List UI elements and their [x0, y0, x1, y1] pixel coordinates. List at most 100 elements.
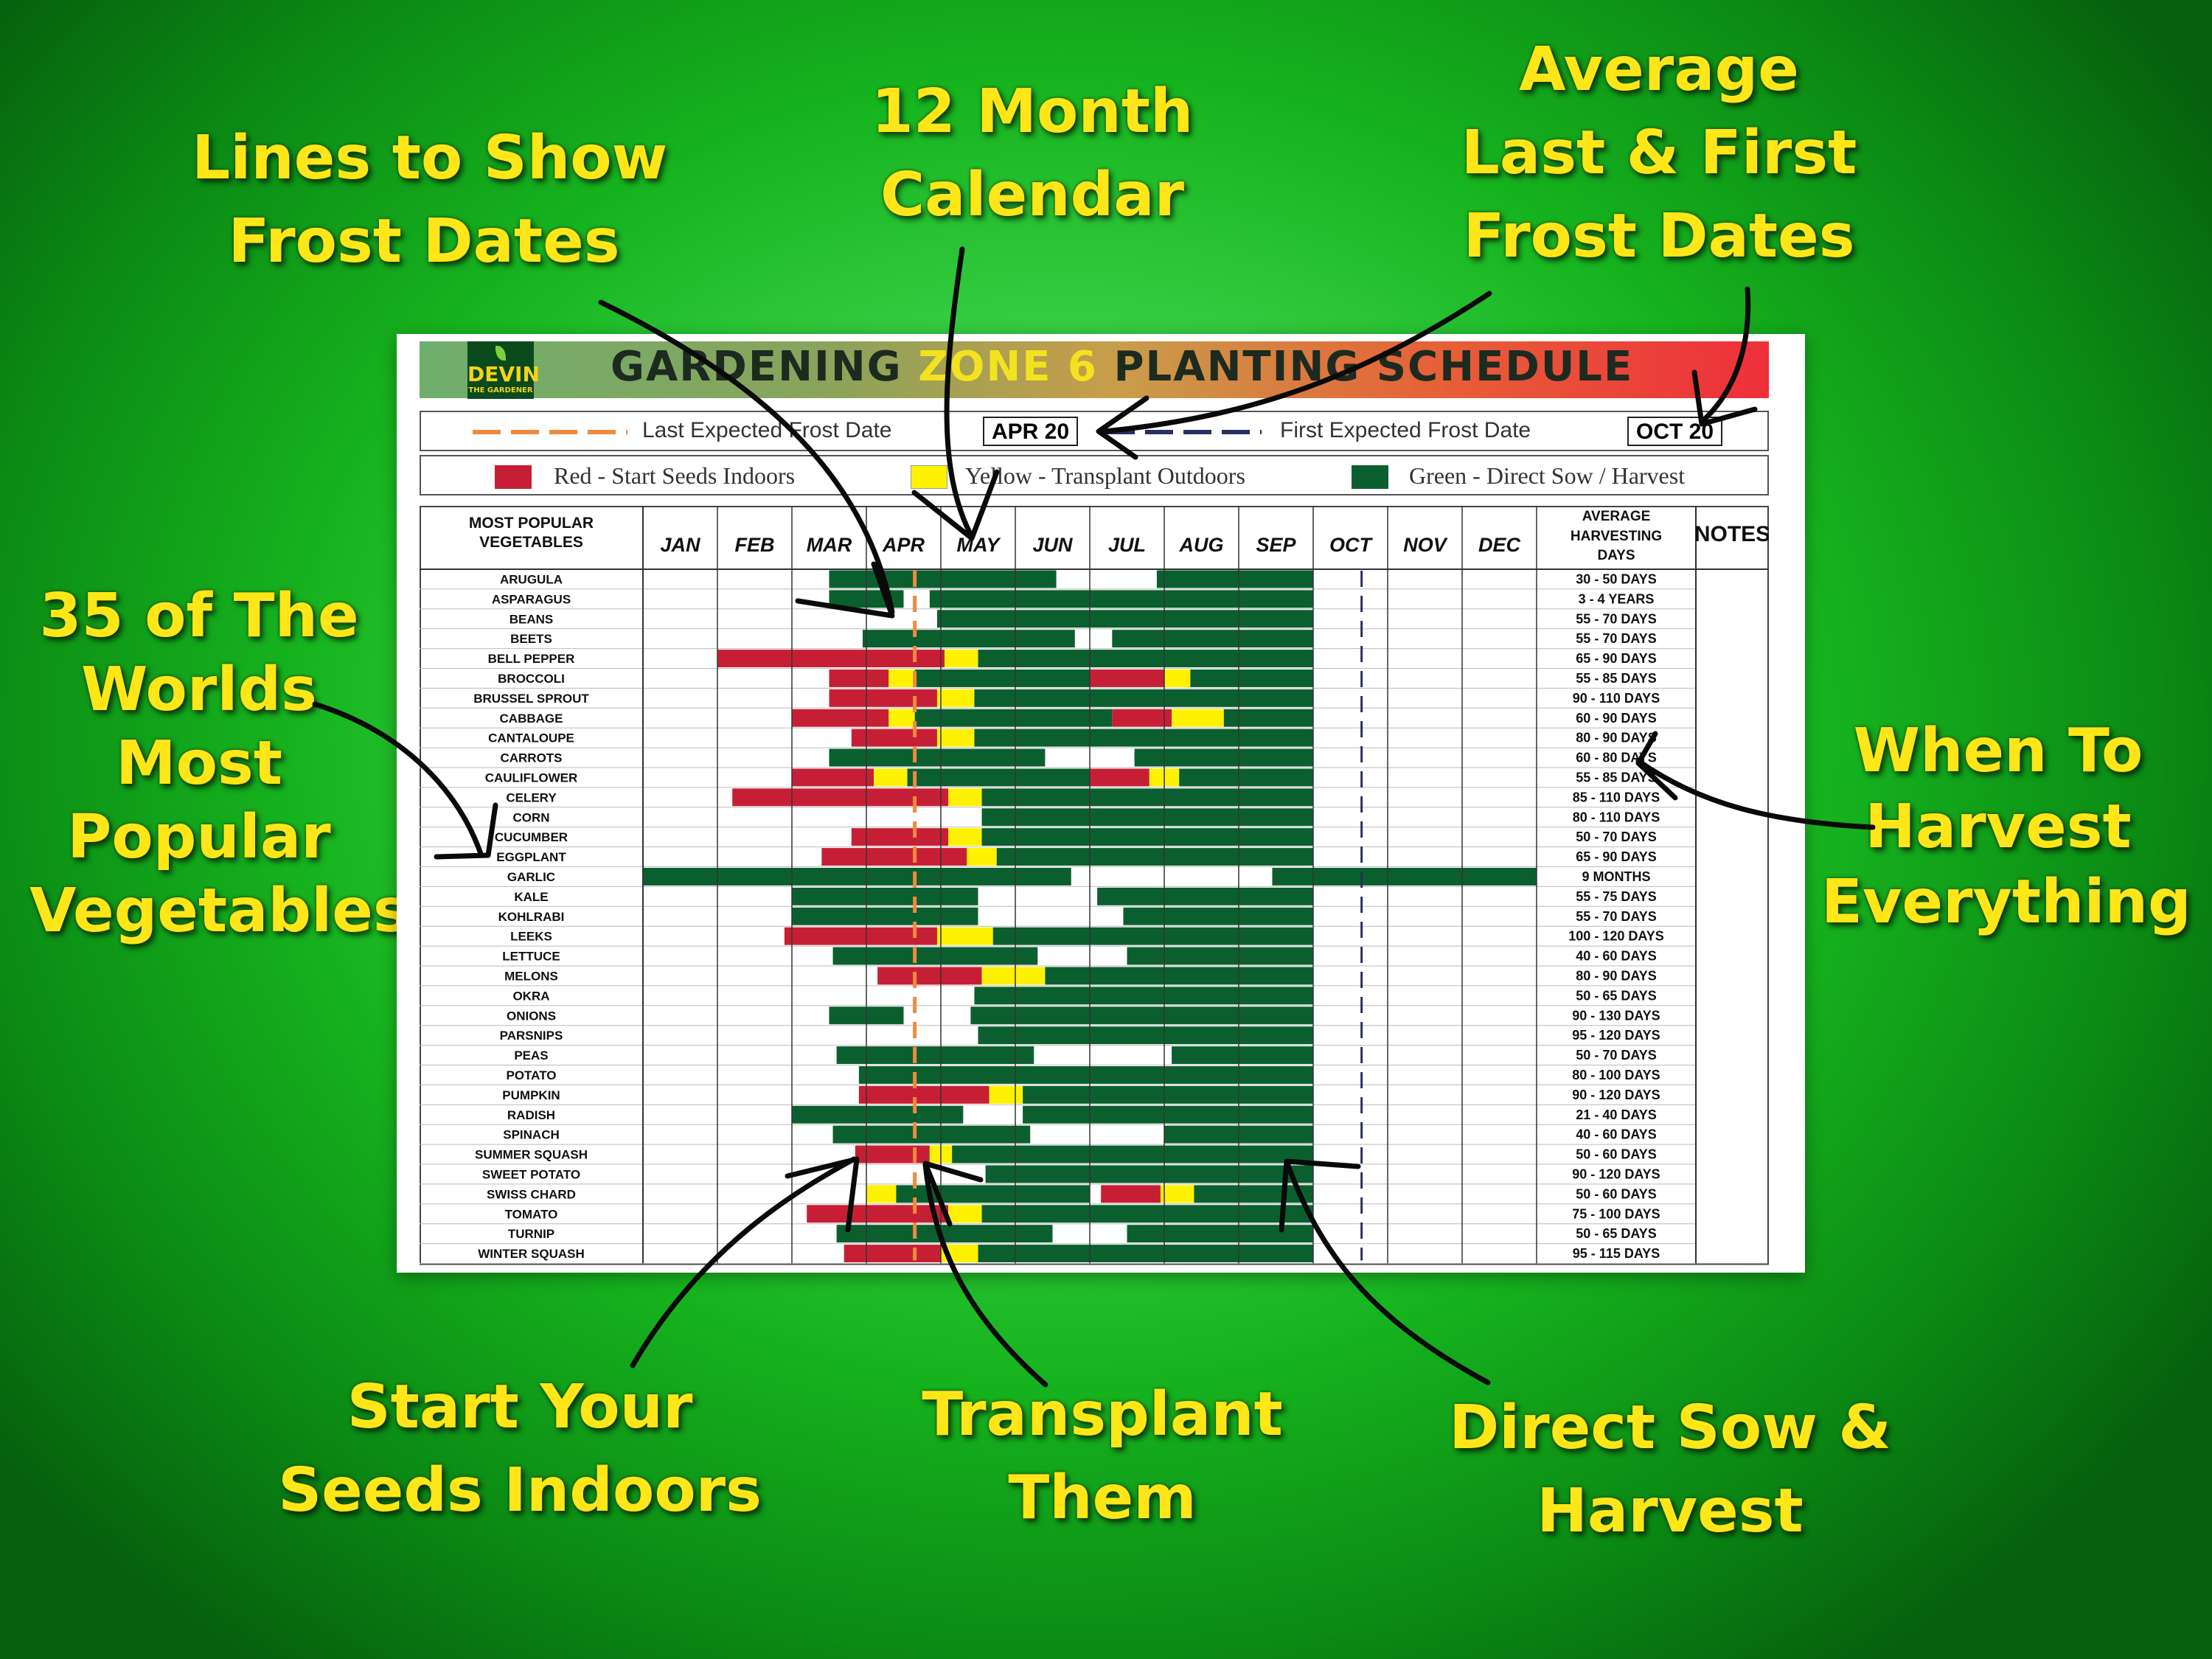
vegetable-label: KOHLRABI: [498, 910, 565, 924]
schedule-bar: [936, 927, 993, 945]
month-header-aug: AUG: [1179, 534, 1224, 556]
legend-green-label: Green - Direct Sow / Harvest: [1409, 462, 1686, 489]
schedule-bar: [643, 868, 1071, 886]
logo-sub-text: THE GARDENER: [468, 386, 533, 394]
callout-line: Transplant: [922, 1380, 1283, 1450]
schedule-bar: [792, 887, 978, 905]
veg-header: MOST POPULAR: [469, 515, 594, 532]
vegetable-label: ARUGULA: [500, 572, 563, 586]
schedule-bar: [936, 610, 1313, 628]
schedule-bar: [1272, 868, 1537, 886]
schedule-bar: [945, 650, 978, 667]
legend-yellow-swatch: [911, 465, 947, 489]
schedule-bar: [851, 728, 937, 747]
schedule-bar: [832, 947, 1038, 965]
schedule-bar: [862, 630, 1075, 648]
vegetable-label: ONIONS: [507, 1009, 556, 1023]
callout-calendar: 12 Month Calendar: [848, 70, 1217, 237]
vegetable-label: CAULIFLOWER: [485, 771, 578, 785]
callout-line: Vegetables: [29, 876, 409, 947]
vegetable-label: BEETS: [510, 632, 552, 646]
month-header-jun: JUN: [1032, 534, 1073, 556]
schedule-bar: [1127, 947, 1313, 965]
harvest-days-value: 95 - 115 DAYS: [1573, 1246, 1660, 1261]
vegetable-label: CANTALOUPE: [488, 731, 574, 745]
harvest-days-value: 55 - 70 DAYS: [1576, 909, 1656, 924]
harvest-days-value: 55 - 85 DAYS: [1576, 770, 1656, 785]
harvest-days-value: 75 - 100 DAYS: [1572, 1206, 1660, 1221]
callout-line: Calendar: [880, 160, 1185, 231]
month-header-apr: APR: [882, 534, 925, 556]
harvest-days-value: 90 - 120 DAYS: [1572, 1088, 1660, 1102]
schedule-bar: [829, 689, 937, 707]
harvest-days-value: 85 - 110 DAYS: [1573, 790, 1660, 804]
schedule-bar: [974, 689, 1313, 707]
schedule-bar: [948, 828, 982, 846]
vegetable-label: WINTER SQUASH: [478, 1247, 585, 1261]
legend-red-label: Red - Start Seeds Indoors: [554, 462, 796, 489]
schedule-bar: [1023, 1085, 1313, 1104]
schedule-bar: [981, 788, 1313, 807]
callout-line: Most: [116, 728, 282, 799]
callout-line: Frost Dates: [1463, 201, 1855, 272]
harvest-days-value: 50 - 65 DAYS: [1576, 1226, 1656, 1241]
schedule-bar: [792, 709, 889, 727]
harvest-days-value: 3 - 4 YEARS: [1579, 591, 1655, 606]
schedule-bar: [914, 669, 1090, 687]
last-frost-date: APR 20: [983, 417, 1079, 446]
vegetable-label: SWISS CHARD: [487, 1187, 576, 1201]
vegetable-label: ASPARAGUS: [492, 592, 571, 606]
legend-red-swatch: [495, 465, 532, 489]
title-zone: ZONE 6: [918, 343, 1098, 391]
harvest-days-value: 40 - 60 DAYS: [1576, 949, 1656, 964]
schedule-bar: [1127, 1225, 1313, 1243]
schedule-bar: [1190, 669, 1313, 687]
schedule-bar: [941, 1245, 978, 1262]
callout-line: Lines to Show: [192, 123, 668, 193]
notes-header: NOTES: [1694, 522, 1769, 546]
planting-calendar-grid: MOST POPULAR VEGETABLES JAN FEB MAR APR MAY JUN…: [420, 506, 1769, 1265]
schedule-bar: [832, 1125, 1031, 1144]
vegetable-label: LETTUCE: [502, 950, 560, 964]
callout-line: Frost Dates: [228, 206, 620, 277]
schedule-bar: [829, 570, 1057, 588]
schedule-bar: [1090, 768, 1150, 787]
vegetable-label: GARLIC: [507, 870, 555, 884]
vegetable-label: BROCCOLI: [498, 672, 565, 686]
callout-line: Average: [1519, 35, 1799, 105]
last-frost-dash-sample: [473, 430, 627, 434]
callout-line: Harvest: [1537, 1476, 1804, 1547]
callout-line: Popular: [67, 802, 331, 873]
schedule-bar: [1160, 1185, 1194, 1203]
schedule-bar: [978, 1026, 1313, 1045]
schedule-bar: [996, 848, 1313, 866]
harvest-days-value: 60 - 80 DAYS: [1576, 751, 1656, 765]
schedule-bar: [1097, 887, 1313, 905]
schedule-bar: [844, 1245, 941, 1262]
schedule-bar: [888, 669, 915, 687]
harvest-days-value: 50 - 70 DAYS: [1576, 830, 1656, 844]
harvest-days-value: 55 - 70 DAYS: [1576, 631, 1656, 646]
schedule-bar: [1223, 709, 1313, 727]
callout-line: Last & First: [1461, 118, 1857, 189]
schedule-bar: [792, 768, 874, 787]
schedule-bar: [967, 848, 997, 866]
schedule-bar: [888, 709, 915, 727]
leaf-icon: [495, 346, 506, 361]
callout-avg-frost: Average Last & First Frost Dates: [1438, 28, 1880, 278]
schedule-bar: [1172, 709, 1224, 727]
harvest-days-value: 40 - 60 DAYS: [1576, 1127, 1656, 1142]
vegetable-label: SPINACH: [503, 1128, 560, 1142]
harvest-days-value: 55 - 75 DAYS: [1576, 889, 1656, 904]
schedule-bar: [1112, 709, 1172, 727]
schedule-bar: [874, 768, 908, 787]
vegetable-label: MELONS: [504, 969, 558, 983]
harvest-days-value: 50 - 65 DAYS: [1576, 988, 1656, 1003]
callout-frost-lines: Lines to Show Frost Dates: [192, 116, 668, 283]
schedule-bar: [1123, 907, 1313, 925]
month-header-dec: DEC: [1478, 534, 1521, 556]
vegetable-label: PUMPKIN: [502, 1088, 560, 1102]
last-frost-label: Last Expected Frost Date: [642, 418, 892, 442]
schedule-bar: [985, 1165, 1313, 1183]
schedule-bar: [978, 1245, 1313, 1262]
